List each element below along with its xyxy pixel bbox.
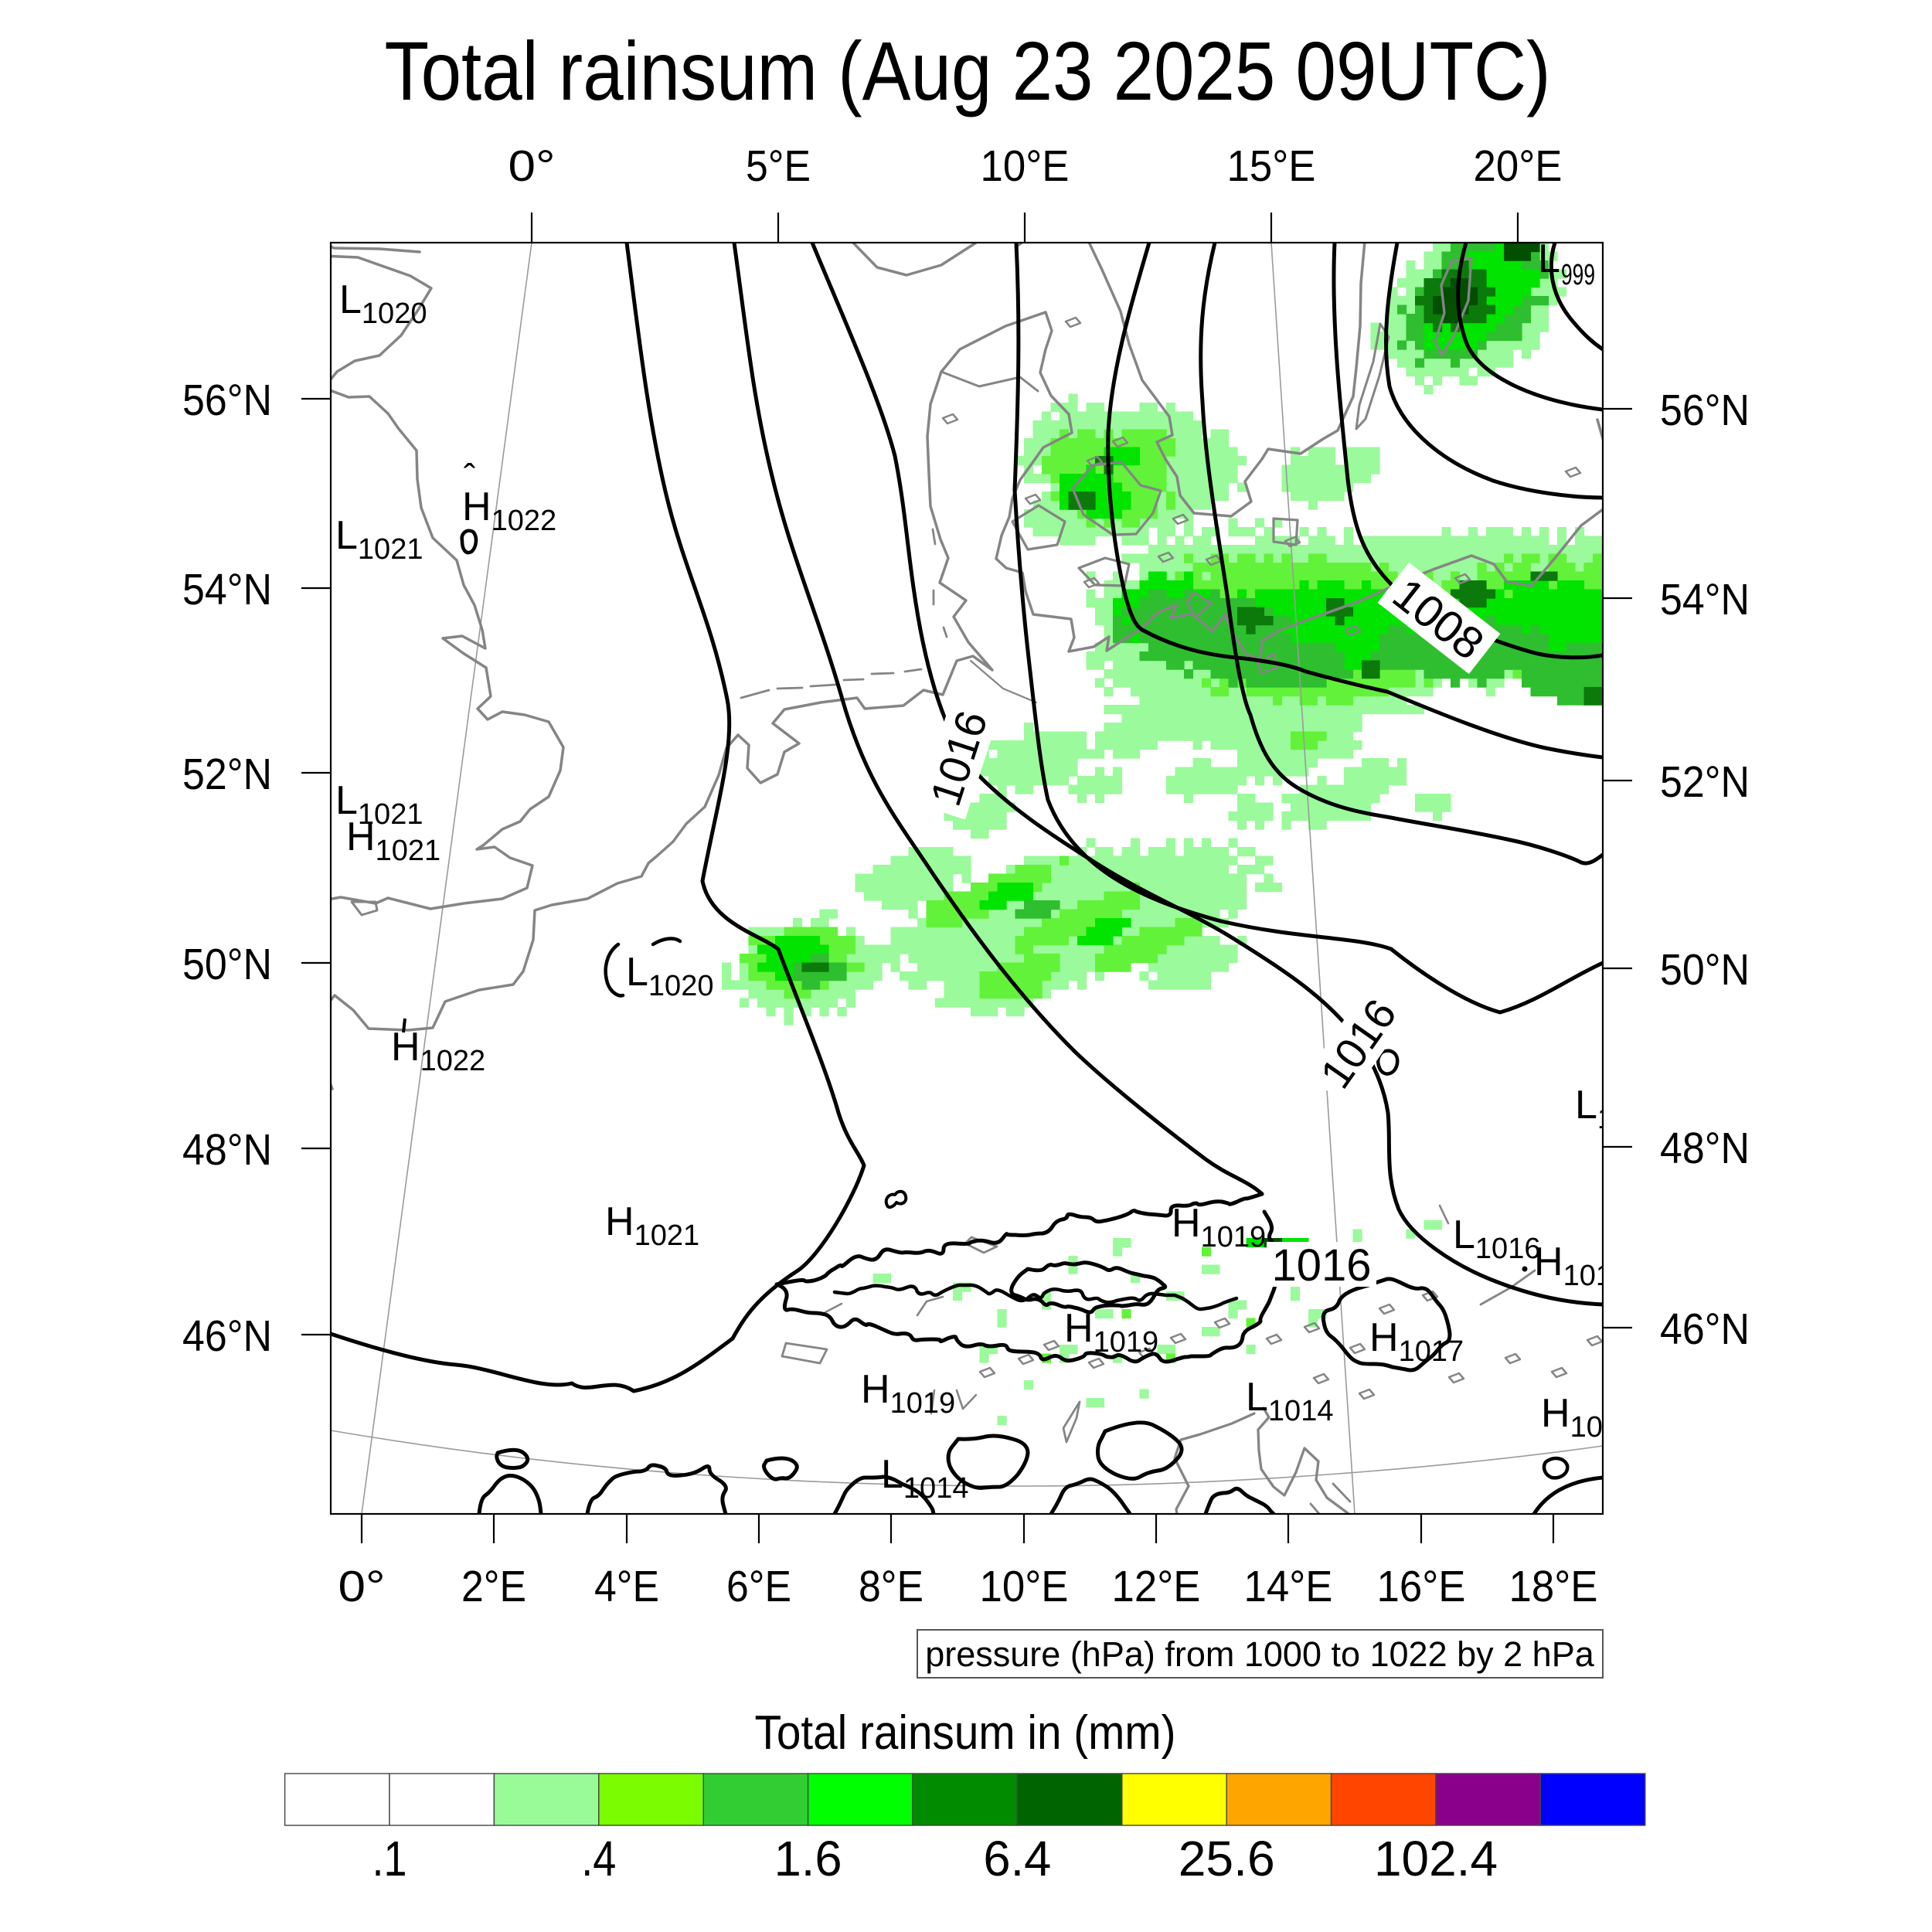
svg-text:.1: .1 xyxy=(372,1831,407,1886)
svg-text:102.4: 102.4 xyxy=(1374,1831,1498,1886)
svg-text:6.4: 6.4 xyxy=(983,1831,1051,1886)
svg-text:0°: 0° xyxy=(509,141,556,191)
svg-text:10°E: 10°E xyxy=(981,141,1070,191)
svg-text:54°N: 54°N xyxy=(1660,575,1750,624)
svg-text:ˆ: ˆ xyxy=(464,457,475,497)
svg-text:25.6: 25.6 xyxy=(1179,1831,1275,1886)
svg-text:50°N: 50°N xyxy=(1660,945,1750,995)
svg-text:.4: .4 xyxy=(581,1831,616,1886)
svg-text:L1014: L1014 xyxy=(881,1452,968,1505)
svg-text:48°N: 48°N xyxy=(1660,1124,1750,1173)
svg-text:Total rainsum in (mm): Total rainsum in (mm) xyxy=(755,1706,1176,1760)
svg-text:1.6: 1.6 xyxy=(774,1831,842,1886)
svg-text:54°N: 54°N xyxy=(182,565,272,614)
svg-text:12°E: 12°E xyxy=(1112,1562,1201,1611)
svg-text:48°N: 48°N xyxy=(182,1125,272,1175)
svg-text:10°E: 10°E xyxy=(980,1562,1069,1611)
svg-text:8°E: 8°E xyxy=(859,1562,923,1611)
svg-text:14°E: 14°E xyxy=(1244,1562,1333,1611)
svg-text:52°N: 52°N xyxy=(1660,757,1750,807)
svg-text:56°N: 56°N xyxy=(182,376,272,425)
svg-text:56°N: 56°N xyxy=(1660,386,1750,435)
svg-text:H1017: H1017 xyxy=(1369,1315,1464,1368)
svg-text:6°E: 6°E xyxy=(726,1562,791,1611)
svg-text:L1021: L1021 xyxy=(335,513,423,566)
svg-text:1016: 1016 xyxy=(1271,1240,1371,1291)
svg-text:2°E: 2°E xyxy=(461,1562,526,1611)
svg-text:Total rainsum (Aug 23 2025 09U: Total rainsum (Aug 23 2025 09UTC) xyxy=(385,24,1551,117)
svg-text:L: L xyxy=(1538,236,1560,281)
svg-text:4°E: 4°E xyxy=(594,1562,659,1611)
svg-text:46°N: 46°N xyxy=(1660,1304,1750,1354)
svg-text:18°E: 18°E xyxy=(1509,1562,1598,1611)
svg-text:5°E: 5°E xyxy=(746,141,811,191)
svg-text:46°N: 46°N xyxy=(182,1311,272,1361)
svg-text:15°E: 15°E xyxy=(1227,141,1316,191)
svg-text:52°N: 52°N xyxy=(182,750,272,799)
svg-text:999: 999 xyxy=(1561,259,1595,291)
svg-text:pressure (hPa) from 1000 to 10: pressure (hPa) from 1000 to 1022 by 2 hP… xyxy=(925,1634,1594,1674)
svg-text:0°: 0° xyxy=(338,1562,386,1611)
svg-text:20°E: 20°E xyxy=(1474,141,1563,191)
svg-text:L1021: L1021 xyxy=(335,778,423,831)
svg-text:50°N: 50°N xyxy=(182,940,272,989)
svg-text:16°E: 16°E xyxy=(1377,1562,1466,1611)
